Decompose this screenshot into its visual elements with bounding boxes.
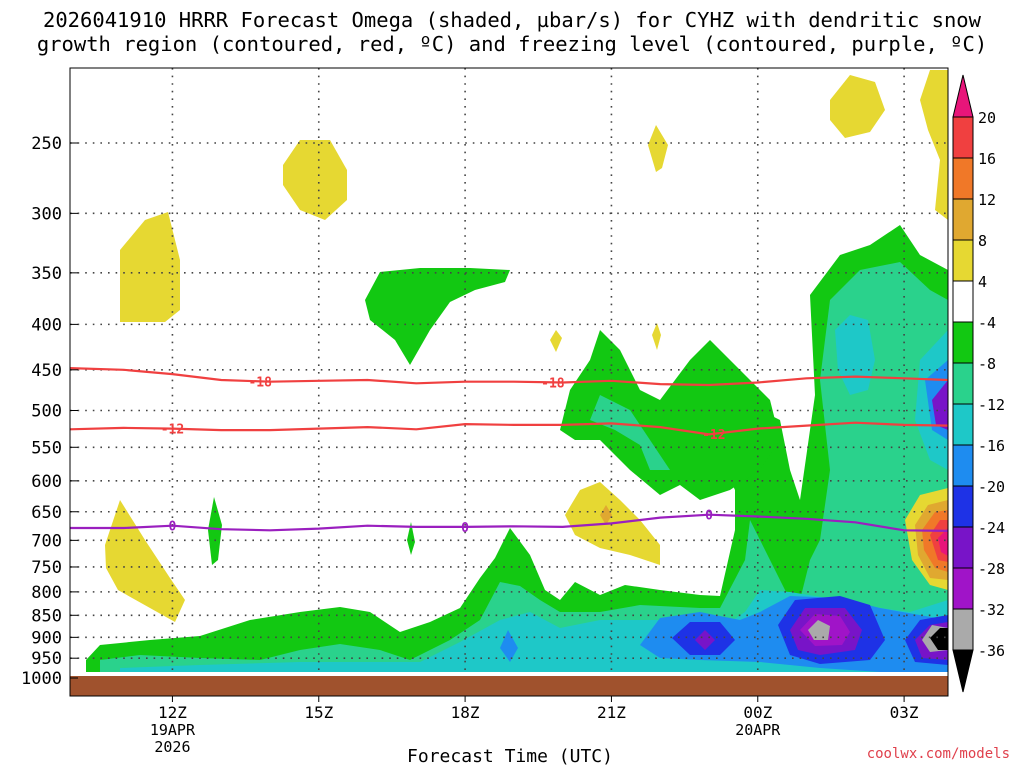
colorbar-label: -36 xyxy=(978,642,1005,660)
x-tick-label: 21Z xyxy=(597,703,626,722)
y-tick-label: 900 xyxy=(31,628,62,648)
colorbar: 20 16 12 8 4 -4 -8 -12 -16 -20 -24 -28 -32 -36 xyxy=(952,74,1005,693)
pressure-gridlines xyxy=(70,68,948,676)
colorbar-bin xyxy=(952,280,974,323)
colorbar-label: -24 xyxy=(978,519,1005,537)
colorbar-bin xyxy=(952,567,974,610)
contour-label: -18 xyxy=(248,375,272,390)
colorbar-bin xyxy=(952,526,974,569)
colorbar-bin xyxy=(952,608,974,651)
plot-area: -18 -18 -12 -12 0 0 0 xyxy=(69,67,949,697)
omega-region-gold-small xyxy=(600,505,612,525)
y-tick-label: 600 xyxy=(31,472,62,492)
omega-region-green-upper-a xyxy=(365,268,510,365)
x-tick-label: 15Z xyxy=(304,703,333,722)
colorbar-label: -32 xyxy=(978,601,1005,619)
omega-region-green xyxy=(86,225,948,672)
colorbar-label: -4 xyxy=(978,314,996,332)
y-tick-label: 250 xyxy=(31,134,62,154)
colorbar-label: 20 xyxy=(978,109,996,127)
y-tick-label: 500 xyxy=(31,402,62,422)
colorbar-bin xyxy=(952,116,974,159)
y-tick-label: 950 xyxy=(31,649,62,669)
colorbar-label: -12 xyxy=(978,396,1005,414)
omega-region-magenta xyxy=(938,528,948,556)
colorbar-bin xyxy=(952,321,974,364)
y-tick-label: 850 xyxy=(31,606,62,626)
y-tick-label: 750 xyxy=(31,558,62,578)
omega-region-seafoam-upper xyxy=(590,395,670,470)
omega-region-yellow-f xyxy=(105,500,185,622)
omega-region-yellow-i xyxy=(652,323,661,350)
temperature-contours: -18 -18 -12 -12 0 0 0 xyxy=(69,367,949,536)
x-tick-label: 03Z xyxy=(890,703,919,722)
colorbar-label: 8 xyxy=(978,232,987,250)
colorbar-bin xyxy=(952,157,974,200)
contour-label: -12 xyxy=(161,423,184,438)
y-tick-label: 650 xyxy=(31,503,62,523)
omega-region-purple-b xyxy=(695,630,715,650)
colorbar-top-arrow xyxy=(952,74,974,118)
x-tick-label: 12Z xyxy=(158,703,187,722)
y-tick-label: 300 xyxy=(31,204,62,224)
y-tick-label: 700 xyxy=(31,531,62,551)
colorbar-bin xyxy=(952,198,974,241)
y-tick-label: 550 xyxy=(31,438,62,458)
contour-label: 0 xyxy=(169,520,177,535)
y-tick-label: 400 xyxy=(31,315,62,335)
x-tick-date: 20APR xyxy=(735,721,781,739)
contour-line-2 xyxy=(70,513,949,532)
contour-label: 0 xyxy=(461,521,469,536)
colorbar-bin xyxy=(952,362,974,405)
contour-label: -18 xyxy=(541,376,565,391)
y-tick-label: 800 xyxy=(31,583,62,603)
colorbar-label: 16 xyxy=(978,150,996,168)
omega-region-cyan-upper xyxy=(835,315,875,395)
omega-region-grey xyxy=(808,620,830,640)
ground-surface xyxy=(70,676,948,696)
x-axis-title: Forecast Time (UTC) xyxy=(407,746,613,767)
omega-region-green-upper-b xyxy=(560,330,780,500)
colorbar-bin xyxy=(952,485,974,528)
source-credit: coolwx.com/models xyxy=(866,746,1010,762)
omega-region-green-tiny xyxy=(407,522,415,555)
colorbar-label: -28 xyxy=(978,560,1005,578)
colorbar-bottom-arrow xyxy=(952,649,974,693)
y-tick-label: 1000 xyxy=(21,669,62,689)
contour-line-0 xyxy=(69,367,949,387)
contour-label: 0 xyxy=(705,509,713,524)
omega-region-yellow-e xyxy=(920,70,948,220)
colorbar-label: -20 xyxy=(978,478,1005,496)
chart-title-line1: 2026041910 HRRR Forecast Omega (shaded, … xyxy=(43,8,981,32)
omega-region-yellow-b xyxy=(283,140,347,220)
y-tick-label: 450 xyxy=(31,361,62,381)
omega-region-yellow-h xyxy=(550,330,562,352)
omega-region-purple-right xyxy=(932,380,948,430)
omega-region-yellow-c xyxy=(648,125,668,172)
colorbar-label: 12 xyxy=(978,191,996,209)
colorbar-label: -8 xyxy=(978,355,996,373)
omega-shading xyxy=(86,70,948,672)
colorbar-bin xyxy=(952,239,974,282)
colorbar-bin xyxy=(952,403,974,446)
omega-region-yellow-d xyxy=(830,75,885,138)
chart-title-line2: growth region (contoured, red, ºC) and f… xyxy=(36,32,988,56)
x-tick-date: 19APR xyxy=(150,721,196,739)
colorbar-label: 4 xyxy=(978,273,987,291)
omega-region-black xyxy=(930,628,948,650)
contour-line-1 xyxy=(69,421,949,436)
x-tick-year: 2026 xyxy=(154,738,190,756)
y-axis: 2503003504004505005506006507007508008509… xyxy=(21,134,78,689)
x-tick-label: 00Z xyxy=(743,703,772,722)
x-tick-label: 18Z xyxy=(451,703,480,722)
y-tick-label: 350 xyxy=(31,264,62,284)
omega-region-green-small xyxy=(208,497,222,565)
plot-frame xyxy=(69,67,949,697)
colorbar-bin xyxy=(952,444,974,487)
colorbar-label: -16 xyxy=(978,437,1005,455)
contour-label: -12 xyxy=(702,428,725,443)
omega-region-yellow-a xyxy=(120,212,180,322)
